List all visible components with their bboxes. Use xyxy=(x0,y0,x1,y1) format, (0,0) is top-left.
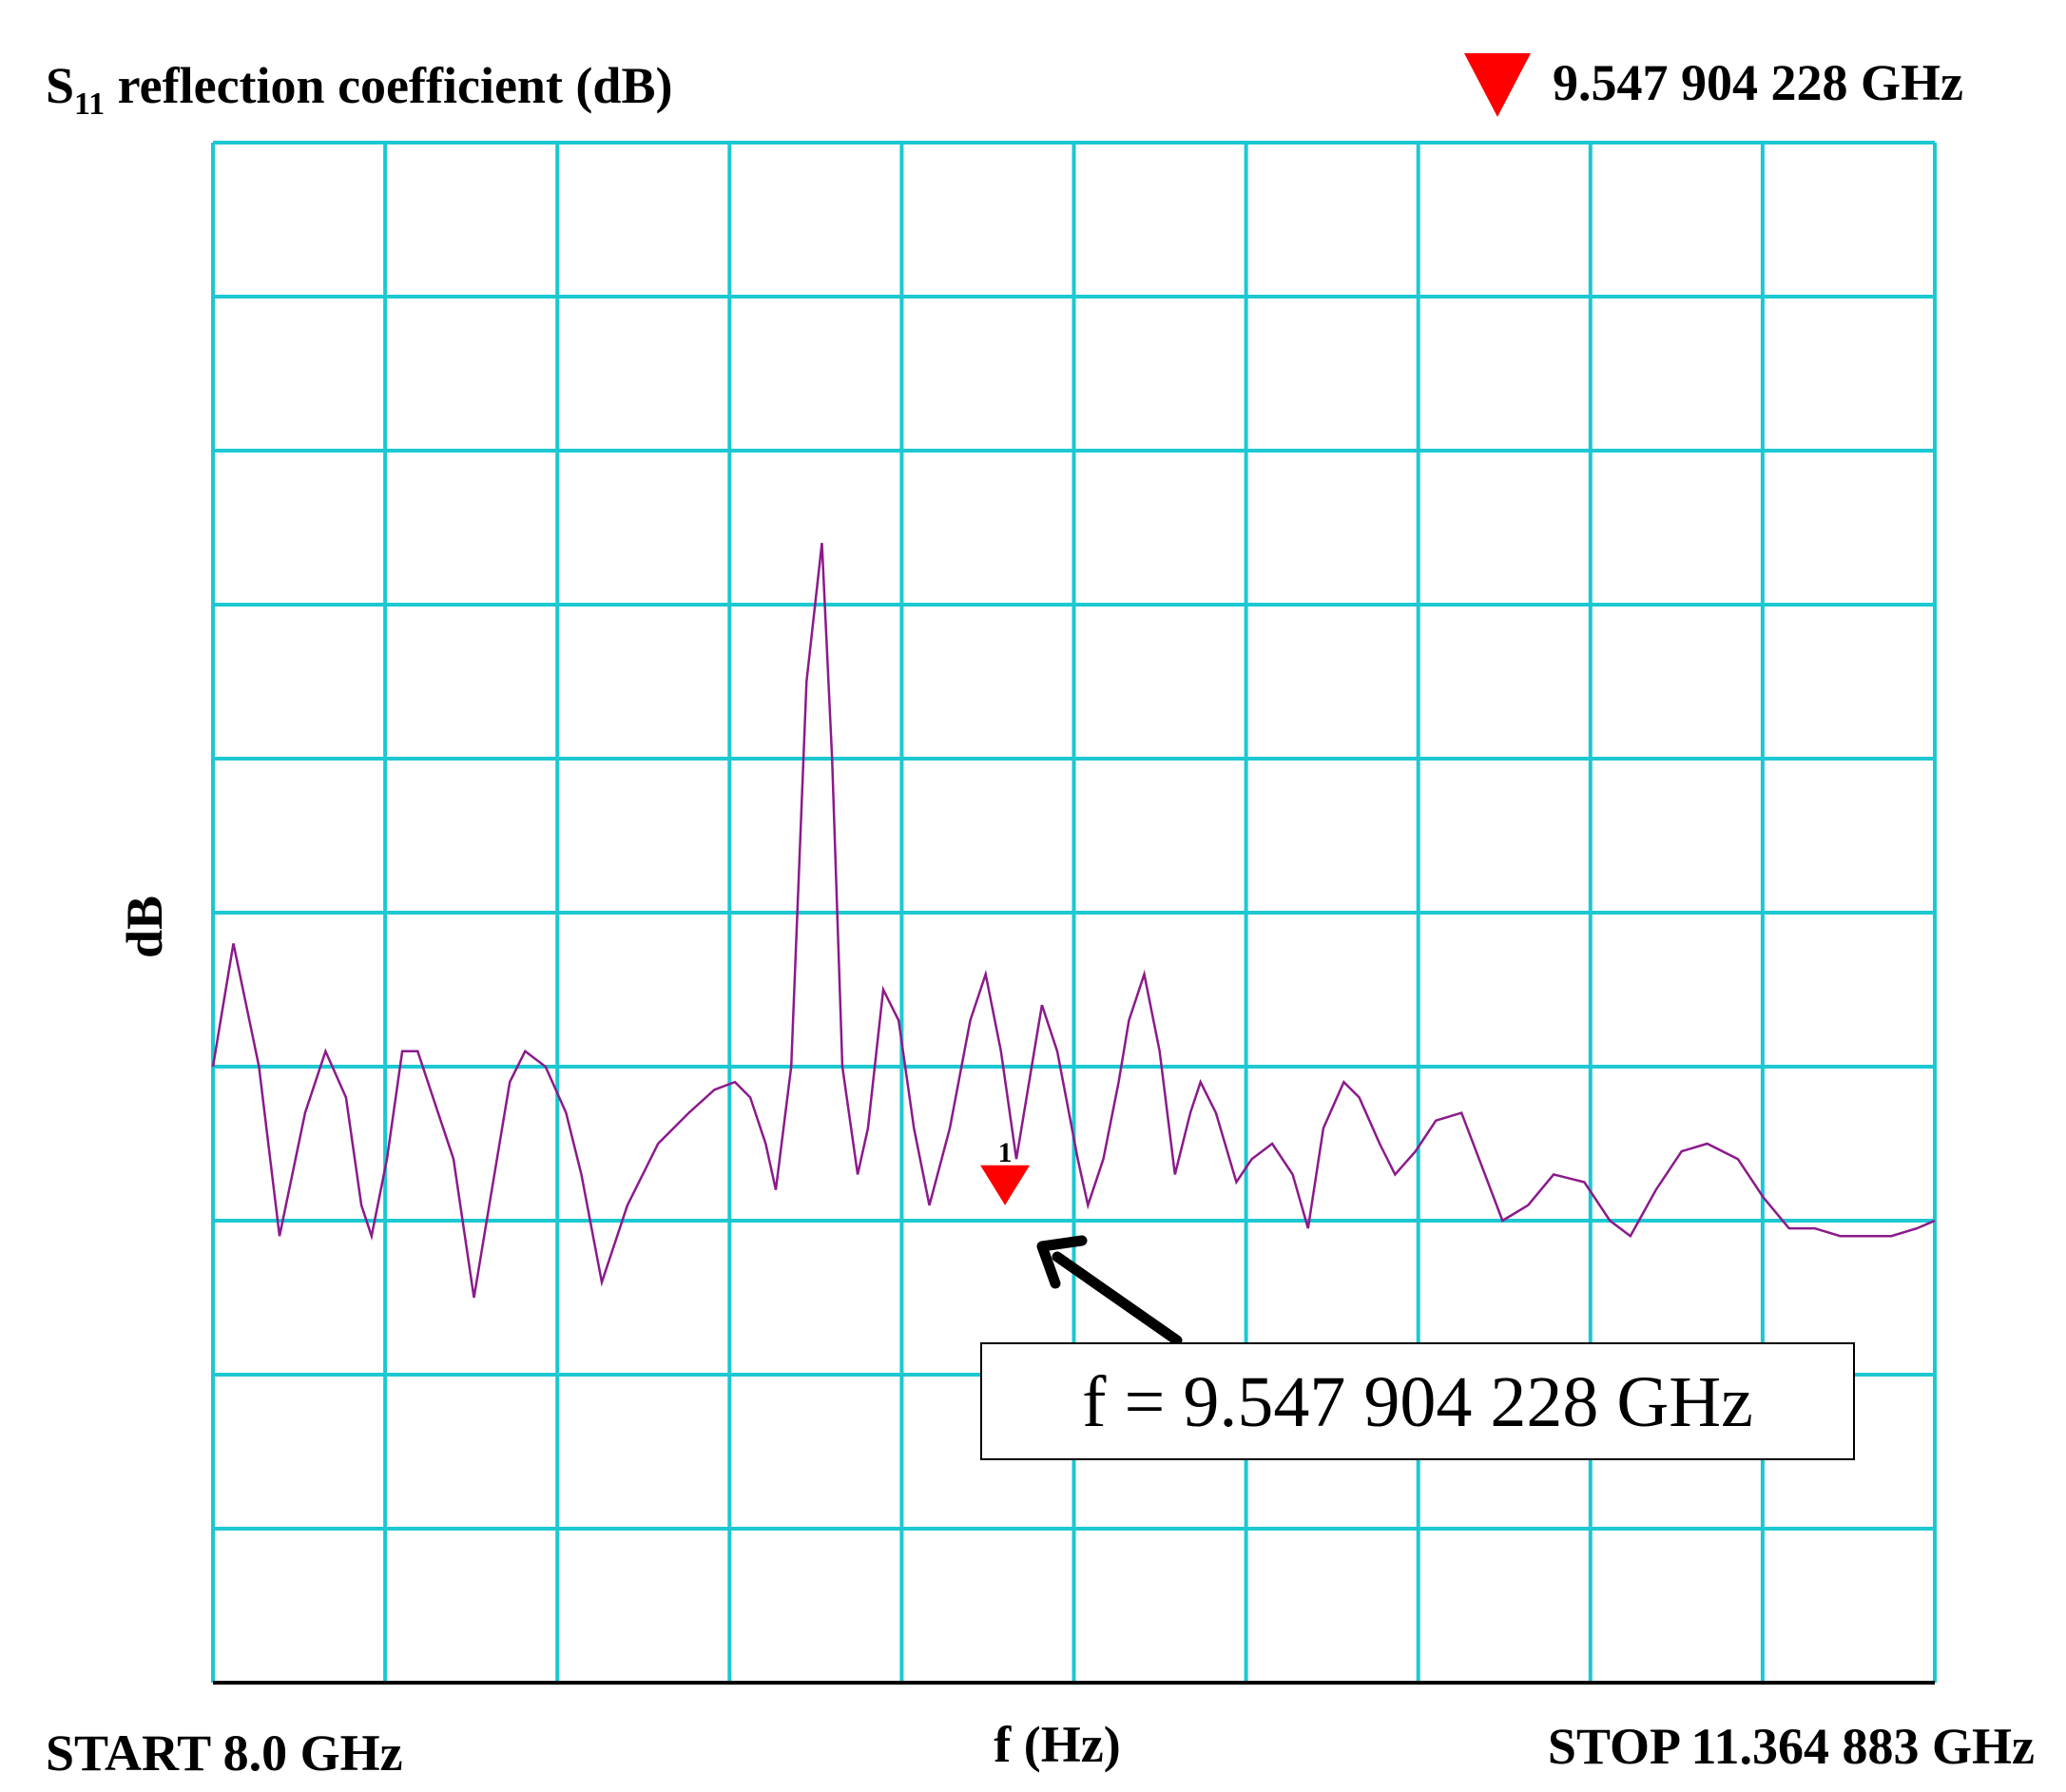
annotation-arrow-head xyxy=(1036,1235,1088,1289)
chart-title: S11 reflection coefficient (dB) xyxy=(46,57,672,122)
stop-frequency-label: STOP 11.364 883 GHz xyxy=(1548,1718,2035,1775)
title-symbol: S xyxy=(46,57,74,114)
marker-readout: 9.547 904 228 GHz xyxy=(1553,54,1963,111)
y-axis-label: dB xyxy=(116,896,173,958)
marker-readout-triangle-icon xyxy=(1464,53,1531,117)
trace-marker-triangle-icon xyxy=(980,1165,1031,1205)
title-subscript: 11 xyxy=(74,87,105,122)
x-axis-label: f (Hz) xyxy=(994,1716,1120,1773)
annotation-box xyxy=(980,1342,1855,1460)
annotation-arrow-shaft xyxy=(1052,1251,1183,1346)
plot-grid xyxy=(211,141,1937,1685)
annotation-text: f = 9.547 904 228 GHz xyxy=(1082,1362,1753,1442)
s11-trace xyxy=(211,543,1936,1299)
title-text: reflection coefficient (dB) xyxy=(105,57,672,114)
start-frequency-label: START 8.0 GHz xyxy=(46,1725,403,1782)
trace-marker-number: 1 xyxy=(998,1137,1013,1168)
